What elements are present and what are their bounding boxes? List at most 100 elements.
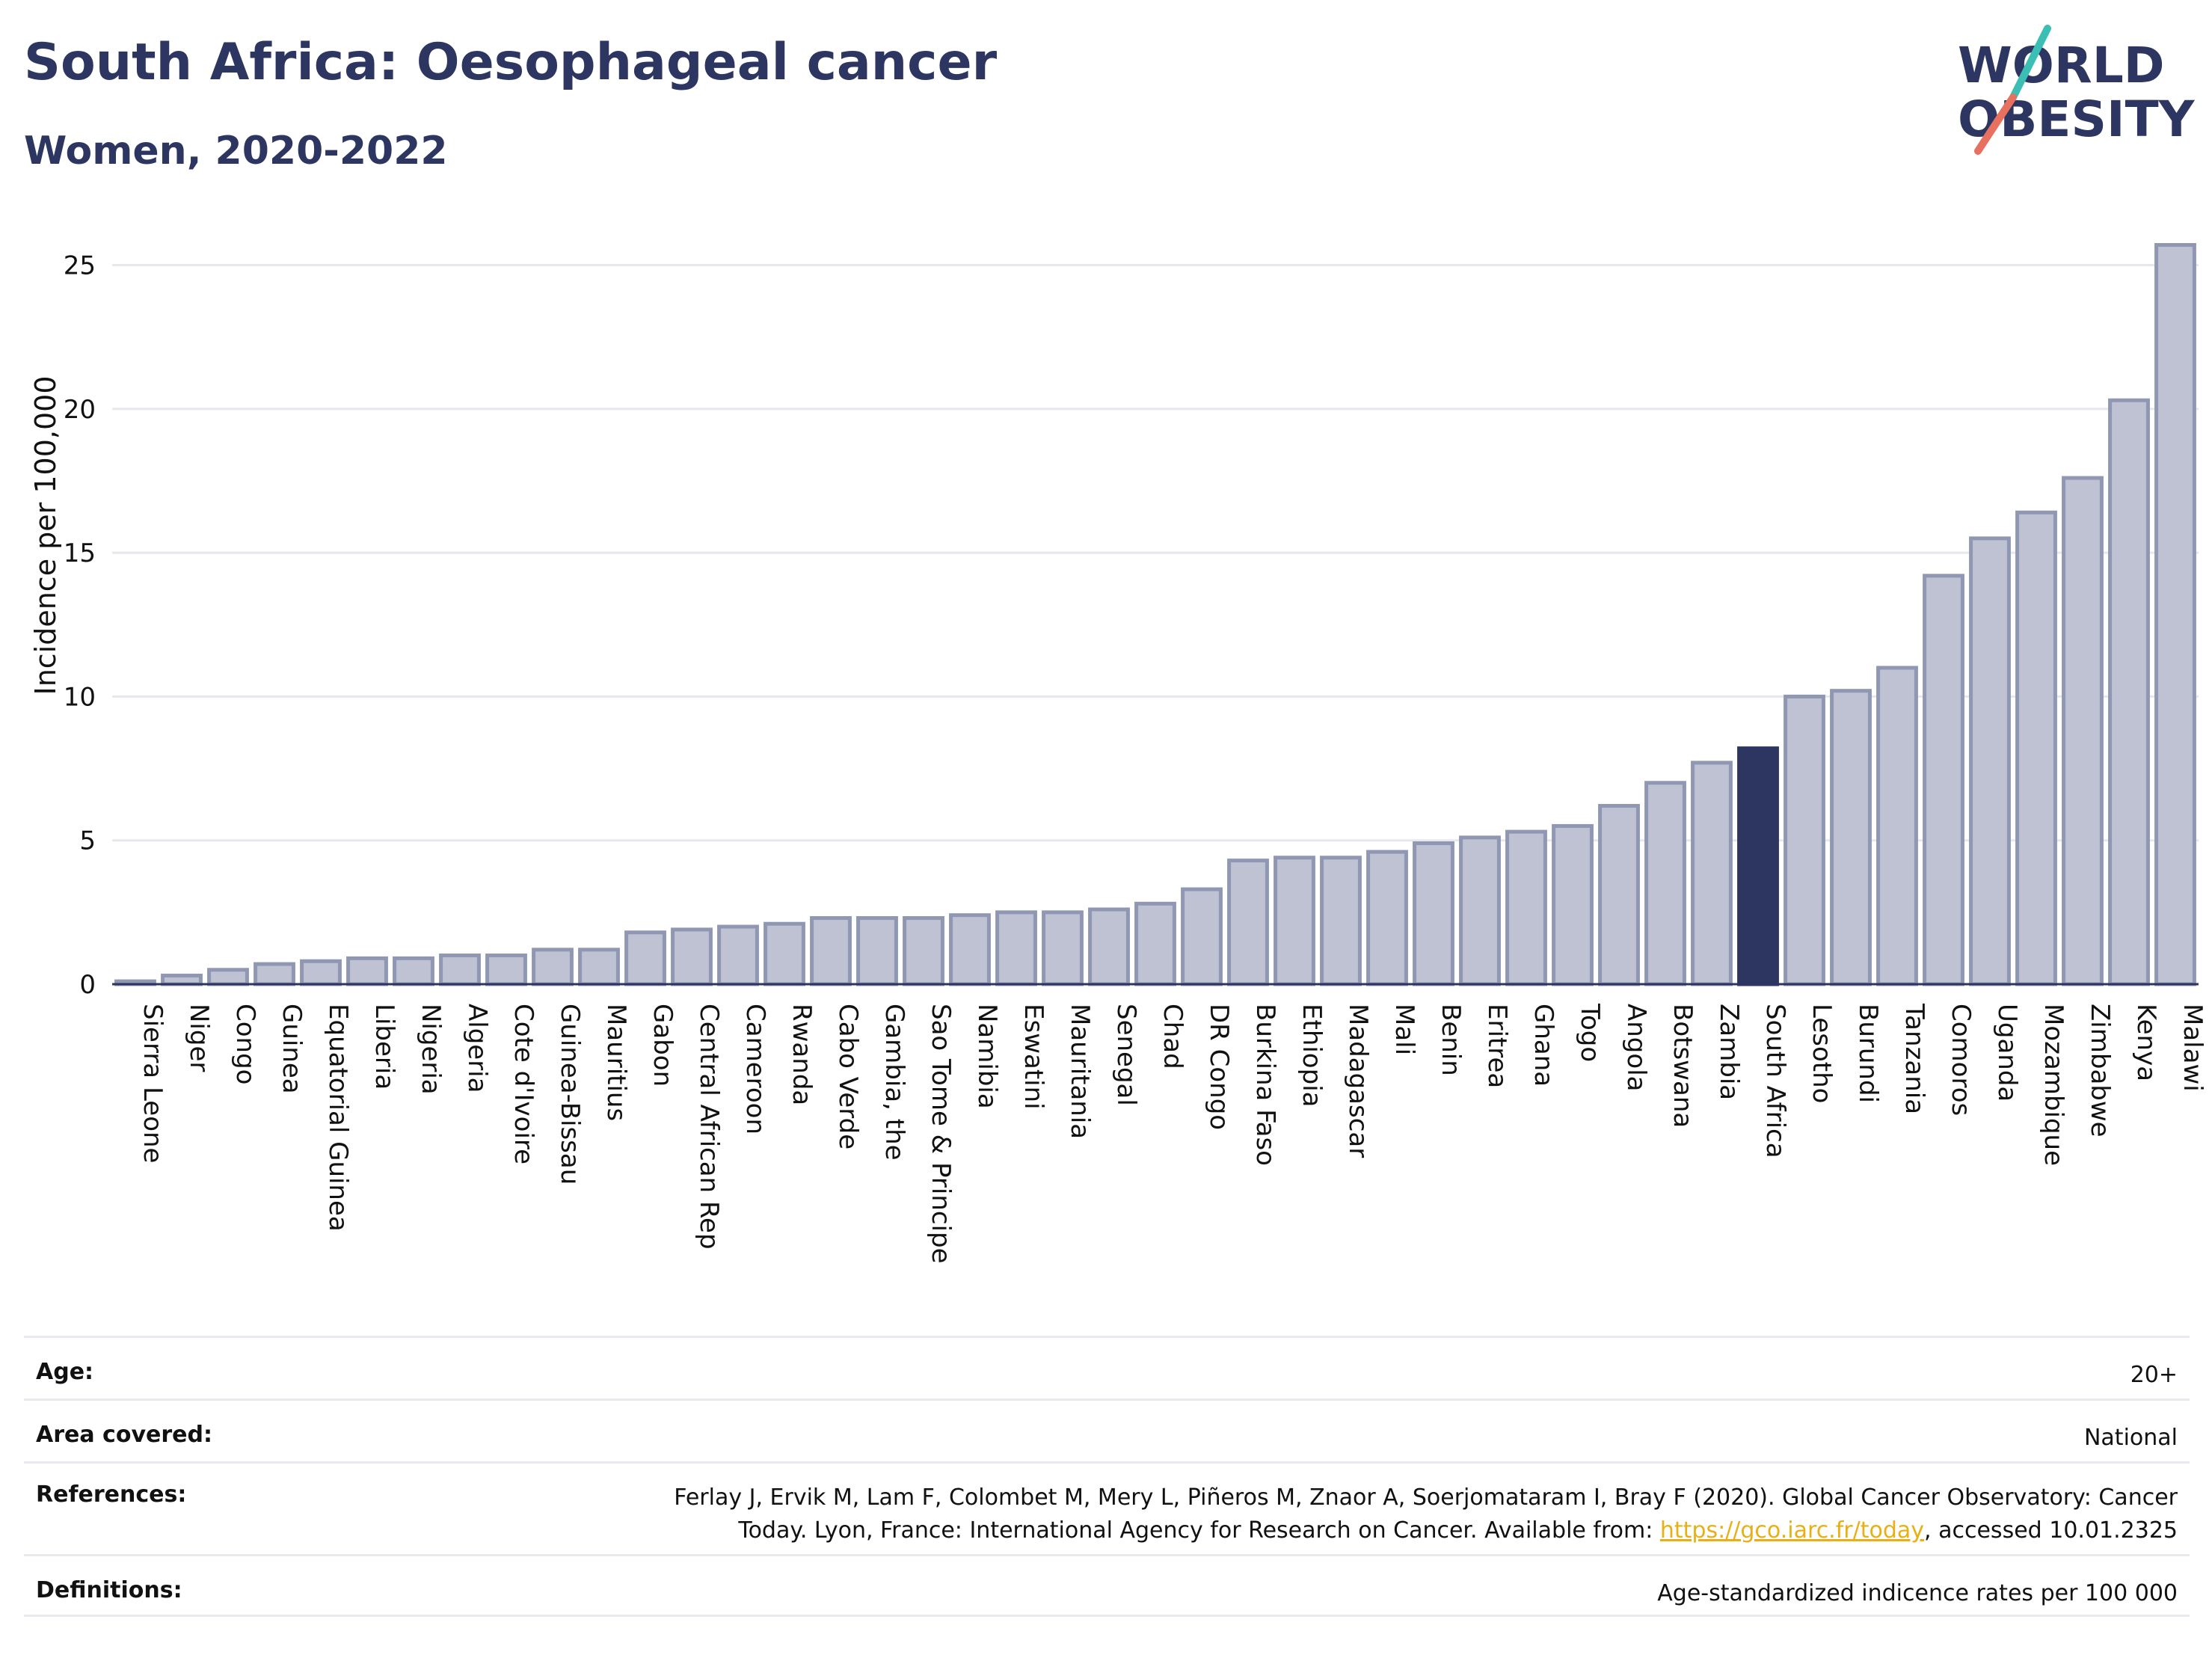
bar [1042,910,1084,986]
bar [949,913,991,986]
x-tick-label: Rwanda [787,1004,817,1105]
info-row-age: Age: 20+ [24,1336,2190,1398]
x-tick-label: Sierra Leone [138,1004,168,1163]
x-tick-label: Cabo Verde [833,1004,863,1149]
bar [1598,804,1640,986]
x-tick-label: Angola [1621,1004,1651,1091]
bar [207,968,249,986]
bar [1088,907,1130,986]
bar [300,959,342,986]
bar [532,948,574,986]
bar [2154,243,2196,986]
bar [856,916,898,986]
y-axis-label: Incidence per 100,000 [29,375,62,695]
x-tick-label: Burkina Faso [1250,1004,1280,1166]
bar [485,954,527,986]
y-tick-label: 15 [64,538,96,568]
bar [624,930,666,986]
bar [1644,781,1686,986]
bar [1274,856,1315,986]
x-tick-label: Comoros [1946,1004,1976,1116]
reference-line-2-post: , accessed 10.01.2325 [1924,1517,2178,1544]
bar [1181,887,1223,986]
x-tick-label: Nigeria [416,1004,446,1095]
bar [1784,694,1825,986]
bar [1923,574,1964,986]
reference-line-2-pre: Today. Lyon, France: International Agenc… [738,1517,1660,1544]
bar [393,956,434,986]
x-tick-label: Lesotho [1807,1004,1837,1103]
bar-chart: 0 5 10 15 20 25 Sierra Leone Niger Congo Guinea E… [29,243,2208,1264]
info-key: References: [36,1481,187,1508]
x-tick-label: DR Congo [1204,1004,1234,1130]
bar [1830,689,1872,986]
info-value: National [2083,1425,2178,1451]
info-row-definitions: Definitions: Age-standardized indicence … [24,1554,2190,1617]
page-subtitle: Women, 2020-2022 [24,129,448,174]
x-tick-label: Niger [184,1004,214,1072]
bar [903,916,944,986]
x-tick-label: Mauritania [1065,1004,1095,1139]
x-tick-label: Kenya [2131,1004,2161,1081]
bar [995,910,1037,986]
world-obesity-logo: WORLD OBESITY [1958,25,2196,155]
y-tick-label: 0 [79,970,96,1000]
bar [2062,476,2104,986]
info-value: Ferlay J, Ervik M, Lam F, Colombet M, Me… [674,1481,2178,1547]
info-key: Definitions: [36,1577,182,1603]
x-axis-labels: Sierra Leone Niger Congo Guinea Equatorial G… [138,1003,2208,1264]
x-tick-label: Mauritius [601,1004,631,1121]
reference-line-1: Ferlay J, Ervik M, Lam F, Colombet M, Me… [674,1484,2178,1511]
x-tick-label: Cameroon [740,1004,770,1134]
bar [161,973,203,986]
y-tick-label: 10 [64,682,96,712]
bar [1366,850,1408,986]
info-value: Age-standardized indicence rates per 100… [1657,1580,2178,1606]
x-tick-label: Zambia [1714,1004,1744,1100]
x-tick-label: Cote d'Ivoire [509,1004,538,1164]
bar [1459,835,1501,986]
x-tick-label: Sao Tome & Principe [926,1004,956,1264]
bar [439,954,481,986]
reference-link[interactable]: https://gco.iarc.fr/today [1659,1517,1925,1544]
bar [578,948,620,986]
bar [1737,746,1779,986]
x-tick-label: Chad [1158,1004,1188,1069]
x-tick-label: Namibia [972,1004,1002,1109]
x-tick-label: Botswana [1668,1004,1698,1128]
bar [1691,761,1733,986]
bars [114,243,2196,986]
x-tick-label: Ethiopia [1297,1004,1327,1107]
bar [254,962,295,986]
bar [1320,856,1362,986]
bar [1134,901,1176,986]
info-value: 20+ [2130,1362,2178,1388]
y-tick-label: 20 [64,395,96,425]
x-tick-label: Guinea-Bissau [555,1004,585,1185]
page-title: South Africa: Oesophageal cancer [24,33,998,92]
y-tick-label: 25 [64,251,96,280]
x-tick-label: Central African Rep [694,1004,724,1250]
x-tick-label: Togo [1575,1003,1605,1062]
x-tick-label: Tanzania [1899,1003,1929,1114]
svg-text:WORLD: WORLD [1958,37,2165,94]
x-tick-label: Algeria [462,1004,492,1093]
x-tick-label: Eswatini [1019,1004,1048,1110]
info-key: Area covered: [36,1422,212,1448]
y-axis-ticks: 0 5 10 15 20 25 [64,251,96,1000]
info-table: Age: 20+ Area covered: National Referenc… [24,1336,2190,1617]
bar [717,924,759,986]
bar [1552,823,1594,986]
info-key: Age: [36,1359,94,1385]
bar [1505,829,1547,986]
x-tick-label: Burundi [1853,1004,1883,1103]
y-tick-label: 5 [79,826,96,856]
bar [2015,510,2057,986]
bar [2108,398,2150,986]
x-tick-label: Mali [1389,1004,1419,1055]
x-tick-label: Ghana [1529,1004,1558,1087]
x-tick-label: Senegal [1111,1004,1141,1106]
x-tick-label: Gambia, the [879,1004,909,1161]
x-tick-label: Malawi [2178,1004,2208,1092]
x-tick-label: Madagascar [1343,1004,1373,1158]
